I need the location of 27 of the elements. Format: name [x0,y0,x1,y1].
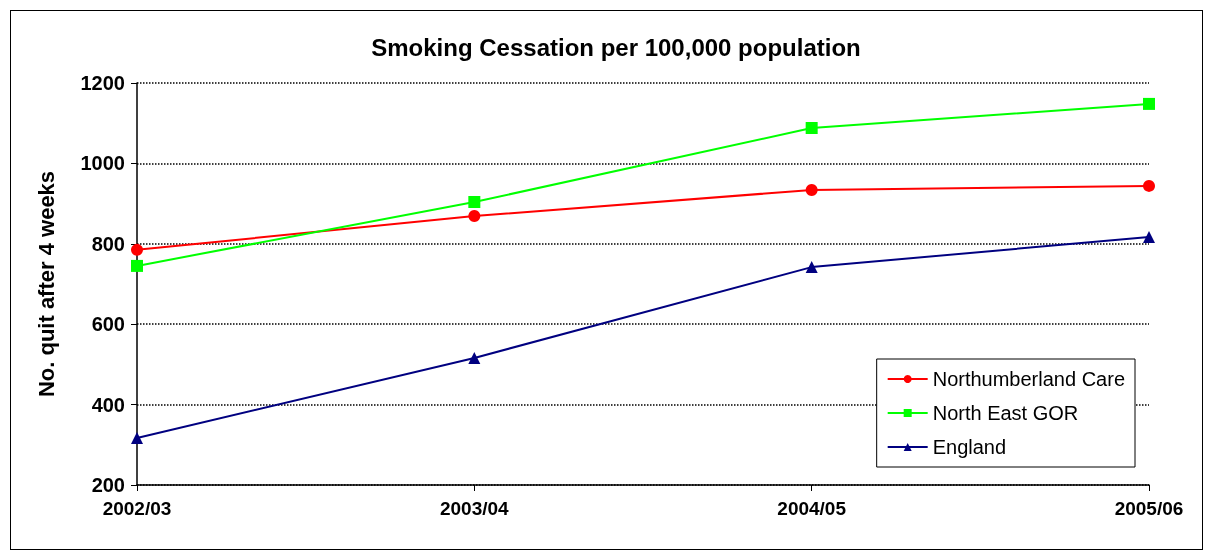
point [131,259,143,272]
legend-label: Northumberland Care [932,368,1126,390]
y-tick-label: 200 [91,474,125,496]
y-axis-title: No. quit after 4 weeks [33,170,59,398]
chart-title: Smoking Cessation per 100,000 population [371,33,861,61]
point [468,210,481,223]
x-tick-label: 2005/06 [1114,498,1184,519]
point [805,183,818,196]
point [131,431,143,444]
point [1143,97,1155,110]
point [131,243,143,256]
x-tick-label: 2002/03 [102,498,172,519]
y-tick-label: 1200 [80,72,125,94]
point [468,195,481,208]
legend-label: North East GOR [932,402,1079,424]
point [468,351,481,364]
y-tick-label: 400 [91,393,125,416]
legend-label: England [932,436,1007,458]
y-tick-label: 1000 [80,152,125,175]
point [805,261,818,274]
x-tick-label: 2004/05 [777,498,847,519]
y-tick-label: 800 [91,232,125,255]
point [805,122,818,135]
y-tick-label: 600 [91,313,125,336]
point [1143,230,1155,243]
x-tick-label: 2003/04 [439,498,510,519]
point [1143,179,1155,192]
